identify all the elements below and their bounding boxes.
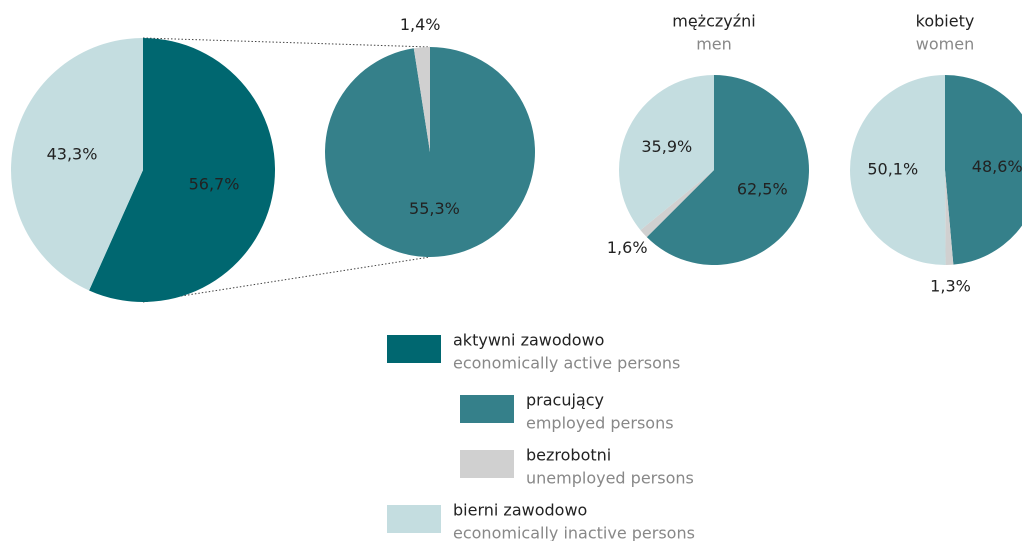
legend-label: bezrobotni xyxy=(526,446,611,465)
value-label: 55,3% xyxy=(409,199,460,218)
legend-swatch xyxy=(387,505,441,533)
pie-slice xyxy=(413,47,430,152)
legend-label: aktywni zawodowo xyxy=(453,331,604,350)
legend-label: pracujący xyxy=(526,391,604,410)
pie-subtitle: women xyxy=(916,35,974,54)
value-label: 1,3% xyxy=(930,276,971,295)
value-label: 48,6% xyxy=(972,157,1022,176)
pie-slice xyxy=(618,75,714,231)
legend-swatch xyxy=(460,450,514,478)
pie-slice xyxy=(945,170,954,265)
value-label: 43,3% xyxy=(47,144,98,163)
pie-slice xyxy=(850,75,946,265)
pie-subtitle: men xyxy=(696,35,732,54)
value-label: 56,7% xyxy=(189,175,240,194)
pie-slice xyxy=(640,170,714,238)
pie-title: kobiety xyxy=(916,12,975,31)
legend-sublabel: employed persons xyxy=(526,414,674,433)
legend-label: bierni zawodowo xyxy=(453,501,587,520)
value-label: 1,6% xyxy=(607,238,648,257)
legend-swatch xyxy=(460,395,514,423)
pie-slice xyxy=(11,38,144,291)
pie-slice xyxy=(646,75,809,265)
legend-sublabel: unemployed persons xyxy=(526,469,694,488)
value-label: 1,4% xyxy=(400,15,441,34)
value-label: 35,9% xyxy=(641,137,692,156)
pie-title: mężczyźni xyxy=(672,12,755,31)
pie-slice xyxy=(89,38,275,302)
connector xyxy=(142,256,431,303)
pie-slice xyxy=(945,75,1022,265)
legend-swatch xyxy=(387,335,441,363)
value-label: 50,1% xyxy=(867,160,918,179)
value-label: 62,5% xyxy=(737,179,788,198)
connector xyxy=(142,37,431,48)
legend-sublabel: economically inactive persons xyxy=(453,524,695,541)
legend-sublabel: economically active persons xyxy=(453,354,680,373)
